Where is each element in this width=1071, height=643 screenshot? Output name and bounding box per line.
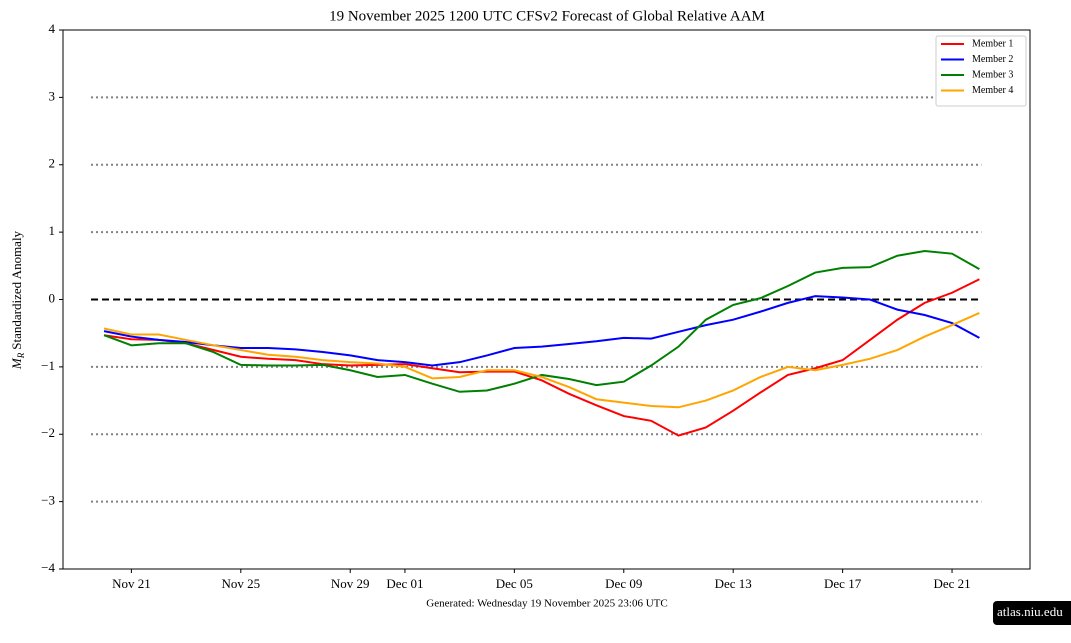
legend-label: Member 3 — [972, 69, 1013, 80]
y-tick-label: 3 — [49, 88, 56, 103]
badge-bg — [993, 601, 1071, 625]
series-line — [103, 249, 980, 393]
x-tick-label: Dec 21 — [933, 576, 970, 591]
legend-box — [935, 35, 1027, 107]
x-tick-label: Dec 13 — [715, 576, 752, 591]
x-tick-label: Nov 21 — [112, 576, 151, 591]
y-tick-label: −2 — [41, 425, 55, 440]
legend-label: Member 4 — [972, 85, 1013, 96]
y-tick-label: 0 — [49, 290, 56, 305]
x-tick-label: Dec 17 — [824, 576, 862, 591]
y-tick-label: −1 — [41, 358, 55, 373]
y-tick-label: 4 — [49, 21, 56, 36]
x-tick-label: Dec 01 — [386, 576, 423, 591]
y-tick-label: −4 — [41, 560, 55, 575]
series-line — [103, 295, 980, 367]
y-label-subscript: R — [16, 352, 26, 359]
y-label-text: Standardized Anomaly — [9, 230, 24, 349]
legend-label: Member 1 — [972, 38, 1013, 49]
series-line — [103, 278, 980, 437]
y-label-symbol: M — [9, 357, 24, 370]
y-tick-label: 1 — [49, 223, 56, 238]
y-tick-label: 2 — [49, 156, 56, 171]
x-tick-label: Nov 25 — [221, 576, 260, 591]
y-tick-label: −3 — [41, 493, 55, 508]
x-tick-label: Dec 09 — [605, 576, 642, 591]
footer: Generated: Wednesday 19 November 2025 23… — [426, 598, 667, 610]
chart-title: 19 November 2025 1200 UTC CFSv2 Forecast… — [329, 8, 765, 24]
badge: atlas.niu.edu — [997, 604, 1063, 619]
y-axis-label: MR Standardized Anomaly — [9, 230, 26, 370]
series-line — [103, 312, 980, 409]
x-tick-label: Dec 05 — [496, 576, 533, 591]
x-tick-label: Nov 29 — [331, 576, 370, 591]
legend-label: Member 2 — [972, 54, 1013, 65]
